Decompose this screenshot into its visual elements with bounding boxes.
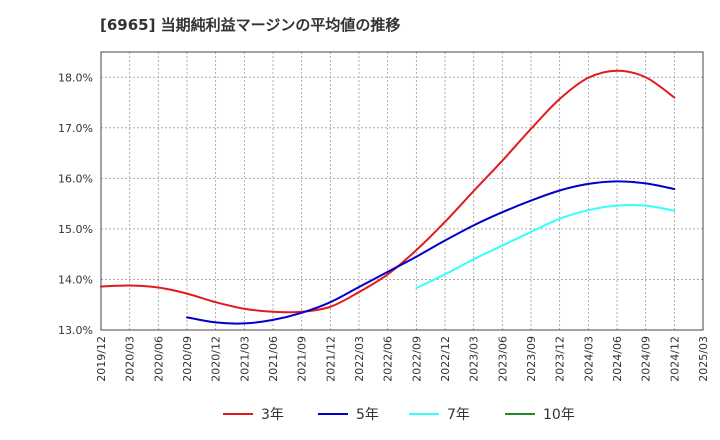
plot-frame: [100, 51, 704, 331]
y-tick-label: 16.0%: [58, 172, 93, 185]
series-line-3年: [100, 69, 676, 314]
x-tick-label: 2022/12: [439, 336, 452, 382]
x-tick-label: 2021/03: [238, 336, 251, 382]
x-tick-label: 2019/12: [95, 336, 108, 382]
x-tick-label: 2021/09: [296, 336, 309, 382]
legend-label-7年: 7年: [447, 407, 470, 423]
x-tick-label: 2021/06: [267, 336, 280, 382]
x-tick-label: 2023/06: [496, 336, 509, 382]
y-axis-ticks: 13.0% 14.0% 15.0% 16.0% 17.0% 18.0%: [58, 71, 93, 337]
x-tick-label: 2024/06: [611, 336, 624, 382]
x-tick-label: 2024/03: [582, 336, 595, 382]
legend-label-5年: 5年: [356, 407, 379, 423]
y-tick-label: 15.0%: [58, 223, 93, 236]
x-tick-label: 2023/12: [554, 336, 567, 382]
series-layer: [100, 69, 676, 325]
x-tick-label: 2022/06: [382, 336, 395, 382]
grid-layer: [101, 52, 703, 331]
x-tick-label: 2022/03: [353, 336, 366, 382]
x-tick-label: 2020/12: [210, 336, 223, 382]
x-tick-label: 2020/03: [124, 336, 137, 382]
chart-title: [6965] 当期純利益マージンの平均値の推移: [100, 16, 401, 34]
y-tick-label: 17.0%: [58, 122, 93, 135]
x-tick-label: 2024/09: [640, 336, 653, 382]
x-tick-label: 2020/09: [181, 336, 194, 382]
legend-label-3年: 3年: [261, 407, 284, 423]
legend: 3年 5年 7年 10年: [223, 407, 575, 423]
x-tick-label: 2025/03: [697, 336, 710, 382]
y-tick-label: 14.0%: [58, 273, 93, 286]
x-tick-label: 2022/09: [410, 336, 423, 382]
y-tick-label: 18.0%: [58, 71, 93, 84]
series-line-5年: [186, 180, 676, 325]
y-tick-label: 13.0%: [58, 324, 93, 337]
x-tick-label: 2021/12: [324, 336, 337, 382]
legend-label-10年: 10年: [543, 407, 575, 423]
x-tick-label: 2023/03: [468, 336, 481, 382]
x-tick-label: 2024/12: [668, 336, 681, 382]
series-line-7年: [415, 204, 676, 290]
x-tick-label: 2020/06: [152, 336, 165, 382]
x-tick-label: 2023/09: [525, 336, 538, 382]
x-axis-ticks: 2019/12 2020/03 2020/06 2020/09 2020/12 2021/…: [95, 336, 710, 382]
